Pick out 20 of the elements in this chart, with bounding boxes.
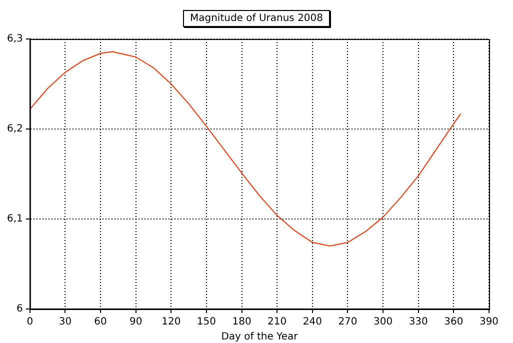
x-tick-label: 0	[26, 316, 34, 328]
y-tick-label: 6	[16, 304, 23, 315]
y-tick-label: 6,3	[6, 34, 23, 45]
x-tick-label: 120	[162, 316, 181, 328]
x-tick-label: 90	[129, 316, 142, 328]
x-tick-label: 60	[94, 316, 107, 328]
chart-title: Magnitude of Uranus 2008	[182, 10, 330, 27]
x-tick-label: 210	[268, 316, 287, 328]
x-tick-label: 360	[444, 316, 464, 328]
y-tick-label: 6,2	[6, 124, 23, 135]
x-tick-label: 150	[196, 316, 216, 328]
x-tick-label: 30	[58, 316, 72, 328]
x-tick-label: 300	[374, 316, 393, 328]
y-tick-label: 6,1	[6, 214, 23, 225]
x-tick-label: 270	[338, 316, 358, 328]
x-tick-label: 180	[232, 316, 252, 328]
x-tick-label: 390	[479, 316, 499, 328]
x-axis-title: Day of the Year	[221, 332, 299, 343]
x-tick-label: 240	[302, 316, 322, 328]
x-tick-label: 330	[408, 316, 428, 328]
